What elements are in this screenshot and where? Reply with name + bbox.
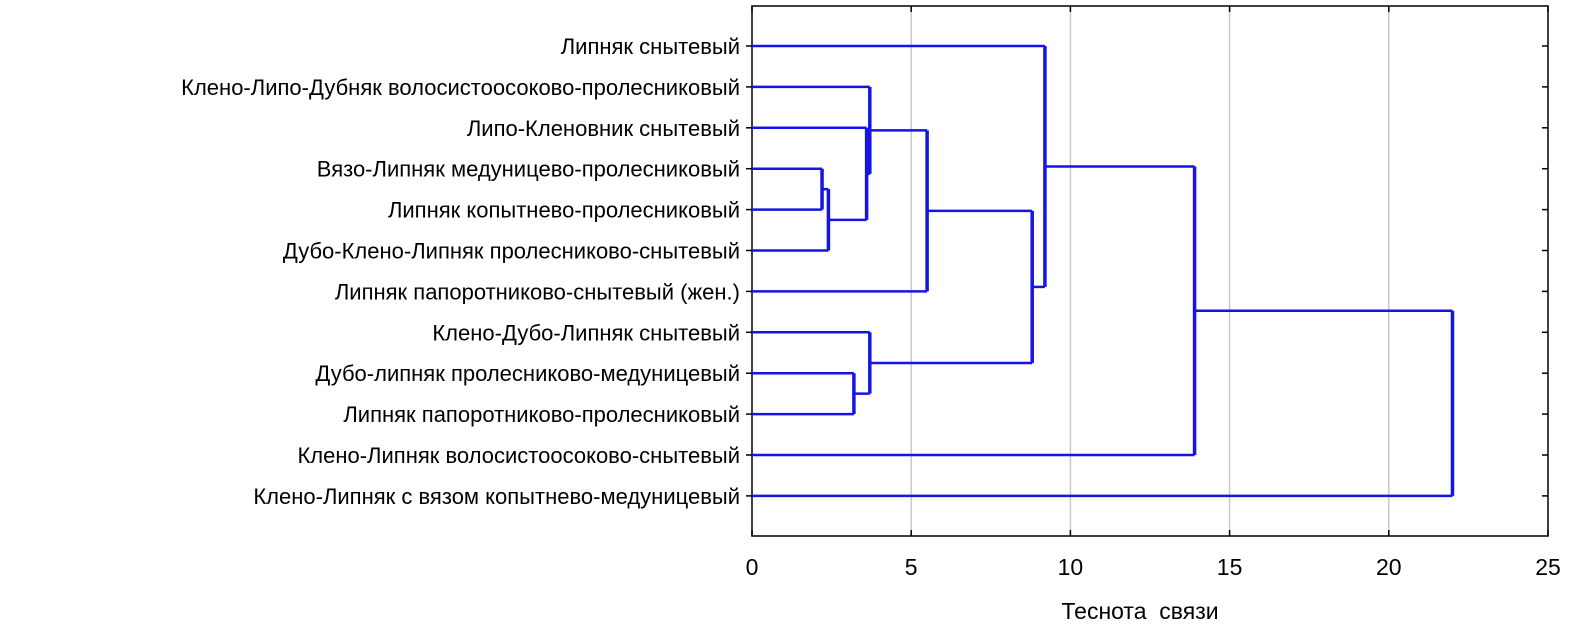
leaf-label: Клено-Липо-Дубняк волосистоосоково-проле… <box>181 75 740 100</box>
x-tick-labels: 0 5 10 15 20 25 <box>746 554 1561 580</box>
x-tick-label: 10 <box>1058 554 1084 580</box>
x-tick-label: 25 <box>1535 554 1561 580</box>
leaf-label: Липняк снытевый <box>561 34 740 59</box>
grid-lines <box>910 6 1390 536</box>
leaf-label: Липняк папоротниково-снытевый (жен.) <box>335 279 740 304</box>
axis-ticks <box>746 6 1549 536</box>
x-tick-label: 0 <box>746 554 759 580</box>
leaf-label: Клено-Липняк с вязом копытнево-медуницев… <box>253 484 740 509</box>
x-tick-label: 5 <box>905 554 918 580</box>
x-axis-title: Теснота связи <box>1061 598 1218 624</box>
x-tick-label: 20 <box>1376 554 1402 580</box>
leaf-labels: Липняк снытевый Клено-Липо-Дубняк волосис… <box>181 34 740 509</box>
leaf-label: Липняк папоротниково-пролесниковый <box>343 402 740 427</box>
leaf-label: Дубо-Клено-Липняк пролесниково-снытевый <box>283 239 740 264</box>
leaf-label: Липняк копытнево-пролесниковый <box>388 198 740 223</box>
leaf-label: Вязо-Липняк медуницево-пролесниковый <box>317 157 740 182</box>
dendrogram-tree <box>752 44 1455 498</box>
plot-area-frame <box>751 5 1549 537</box>
x-tick-label: 15 <box>1217 554 1243 580</box>
leaf-label: Липо-Кленовник снытевый <box>467 116 740 141</box>
leaf-label: Клено-Липняк волосистоосоково-снытевый <box>297 443 740 468</box>
leaf-label: Дубо-липняк пролесниково-медуницевый <box>315 361 740 386</box>
leaf-label: Клено-Дубо-Липняк снытевый <box>432 320 740 345</box>
